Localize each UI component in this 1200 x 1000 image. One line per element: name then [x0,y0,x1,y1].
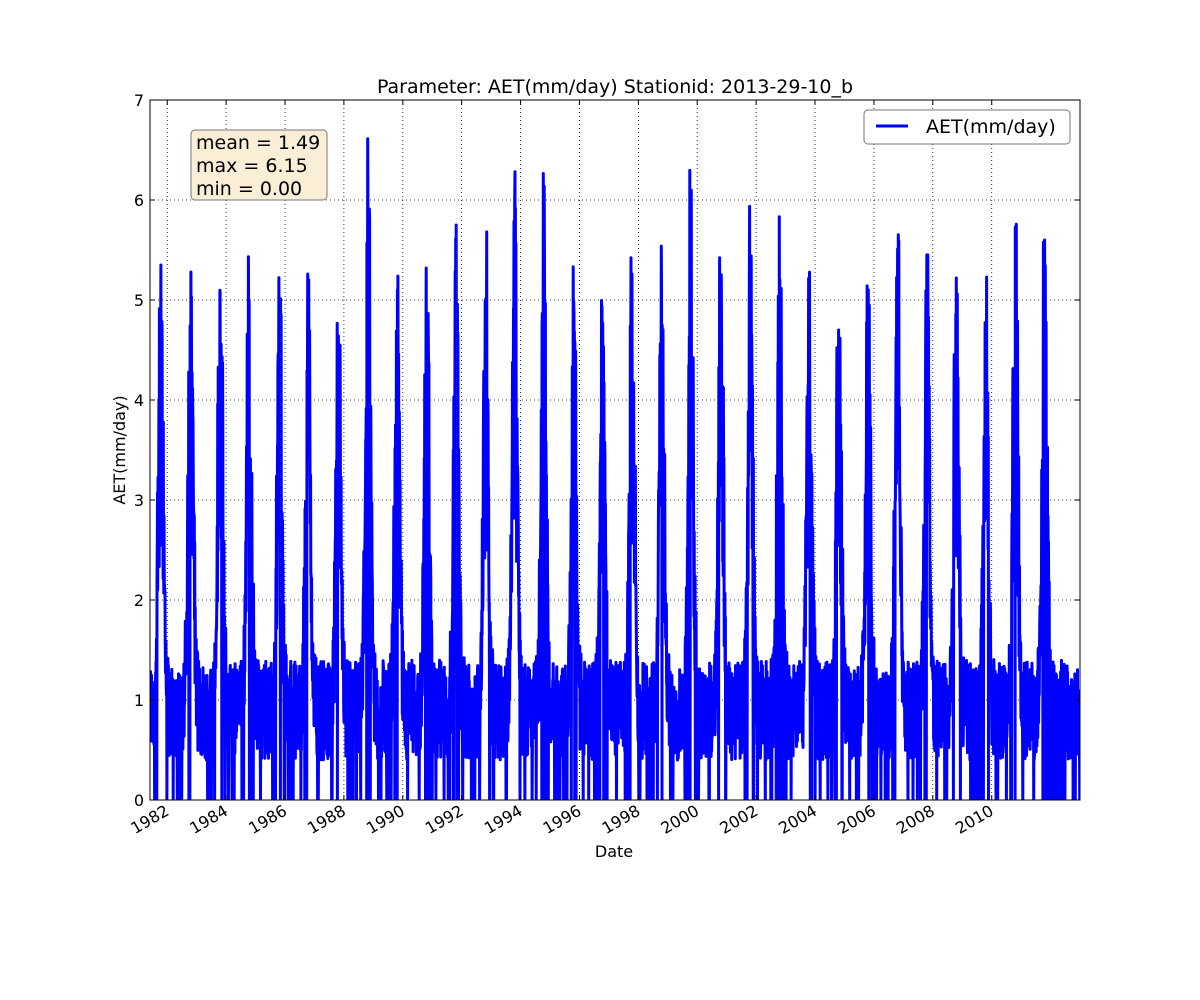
series-line-aet [150,137,1080,800]
x-grid [166,100,993,800]
y-axis-label: AET(mm/day) [110,395,129,504]
chart-title: Parameter: AET(mm/day) Stationid: 2013-2… [377,76,853,98]
legend-label-aet: AET(mm/day) [926,116,1056,138]
y-axis-ticks: 0 1 2 3 4 5 6 7 [134,91,1080,810]
plot-frame [149,99,1081,801]
y-tick-label: 4 [134,391,144,410]
y-tick-label: 5 [134,291,144,310]
stats-mean: mean = 1.49 [196,132,320,154]
y-tick-label: 6 [134,191,144,210]
x-axis-label: Date [595,842,633,861]
y-tick-label: 0 [134,791,144,810]
y-tick-label: 1 [134,691,144,710]
y-tick-label: 3 [134,491,144,510]
y-tick-label: 7 [134,91,144,110]
stats-box: mean = 1.49 max = 6.15 min = 0.00 [190,129,328,201]
stats-box-frame [190,129,328,201]
legend: AET(mm/day) [863,109,1071,145]
legend-frame [863,109,1071,145]
y-tick-label: 2 [134,591,144,610]
stats-max: max = 6.15 [196,155,308,177]
stats-min: min = 0.00 [196,178,302,200]
